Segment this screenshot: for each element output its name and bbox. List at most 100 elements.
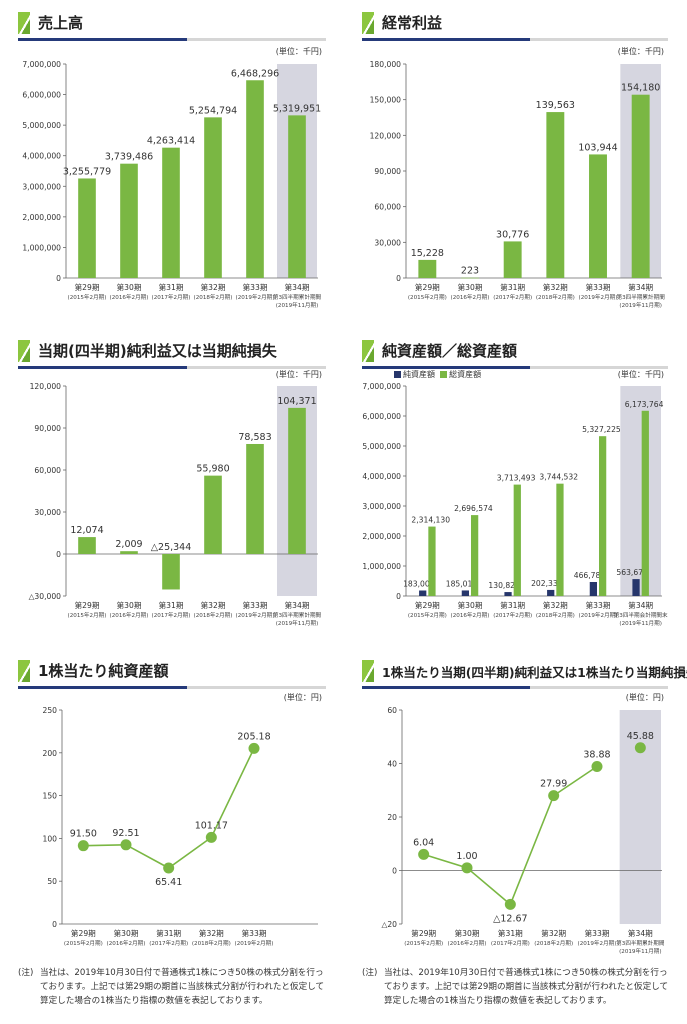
y-tick-label: 0 — [56, 274, 61, 283]
data-label-total-assets: 3,713,493 — [497, 474, 536, 483]
title-accent-icon — [18, 12, 30, 34]
x-tick-sublabel: (2017年2月期) — [149, 939, 188, 947]
bar — [246, 80, 264, 279]
data-label-total-assets: 3,744,532 — [539, 473, 578, 482]
series-line — [423, 765, 598, 906]
y-tick-label: 2,000,000 — [362, 532, 401, 541]
x-tick-label: 第30期 — [114, 928, 139, 938]
bar-net-assets — [547, 589, 555, 596]
y-tick-label: 60 — [387, 706, 397, 715]
panel-bps: 1株当たり純資産額 (単位：円) 0 50 100 150 200 250 第29期 (201… — [18, 656, 326, 956]
legend-swatch-net-assets — [394, 371, 401, 378]
y-tick-label: 3,000,000 — [362, 502, 401, 511]
bar — [288, 407, 306, 554]
y-tick-label: 6,000,000 — [22, 91, 61, 100]
x-tick-sublabel: (2019年11月期) — [619, 301, 662, 309]
y-tick-label: △20 — [381, 920, 397, 929]
panel-net-income: 当期(四半期)純利益又は当期純損失 (単位：千円) △30,000 0 30,000… — [18, 336, 326, 636]
x-tick-label: 第30期 — [117, 282, 142, 292]
y-tick-label: 40 — [387, 760, 397, 769]
eps-chart: △20 0 20 40 60 第29期(2015年2月期) 第30期(2016年2月期) 第3… — [381, 706, 664, 955]
x-tick-sublabel: (2016年2月期) — [448, 939, 487, 947]
data-label-net-assets: 466,788 — [574, 571, 606, 580]
y-tick-label: 0 — [396, 592, 401, 601]
x-tick-label: 第31期 — [498, 928, 523, 938]
x-tick-sublabel: (2015年2月期) — [408, 611, 447, 619]
x-tick-sublabel: (2015年2月期) — [408, 293, 447, 301]
ordinary-income-chart: 0 30,000 60,000 90,000 120,000 150,000 180,000… — [370, 60, 666, 309]
x-tick-label: 第33期 — [586, 600, 611, 610]
bar — [204, 475, 222, 554]
y-tick-label: 5,000,000 — [22, 121, 61, 130]
x-tick-sublabel: (2018年2月期) — [192, 939, 231, 947]
legend-label-net-assets: 純資産額 — [403, 370, 435, 379]
x-tick-label: 第31期 — [159, 282, 184, 292]
x-tick-label: 第29期 — [415, 282, 440, 292]
x-tick-sublabel: (2017年2月期) — [493, 611, 532, 619]
bar — [418, 259, 437, 278]
x-tick-sublabel: (2019年2月期) — [578, 939, 617, 947]
x-tick-sublabel: (2019年11月期) — [619, 947, 662, 955]
panel-ordinary-income: 経常利益 (単位：千円) 0 30,000 60,000 90,000 120,000 1… — [362, 8, 668, 318]
data-label: 12,074 — [70, 525, 103, 536]
x-tick-sublabel: (2018年2月期) — [534, 939, 573, 947]
title-bar: 当期(四半期)純利益又は当期純損失 — [18, 336, 326, 369]
data-label: 139,563 — [536, 100, 575, 111]
y-tick-label: 30,000 — [374, 238, 401, 247]
data-point — [205, 831, 217, 843]
chart-title: 売上高 — [38, 14, 84, 32]
bar — [288, 115, 306, 278]
x-tick-label: 第32期 — [201, 600, 226, 610]
x-tick-label: 第30期 — [117, 600, 142, 610]
data-point — [248, 742, 260, 754]
bar — [503, 241, 522, 278]
y-tick-label: △30,000 — [29, 592, 62, 601]
x-tick-label: 第29期 — [411, 928, 436, 938]
note-eps: (注) 当社は、2019年10月30日付で普通株式1株につき50株の株式分割を行… — [362, 966, 670, 1020]
unit-label: (単位：千円) — [617, 370, 664, 379]
unit-label: (単位：千円) — [617, 47, 664, 56]
note-text: 当社は、2019年10月30日付で普通株式1株につき50株の株式分割を行っており… — [384, 968, 669, 1006]
bps-chart: 0 50 100 150 200 250 第29期(2015年2月期) 第30期(2016年2… — [43, 706, 318, 947]
note-text: 当社は、2019年10月30日付で普通株式1株につき50株の株式分割を行っており… — [40, 968, 325, 1006]
x-tick-label: 第34期 — [285, 600, 310, 610]
bar-total-assets — [556, 483, 564, 596]
x-tick-label: 第34期 — [628, 282, 653, 292]
x-tick-sublabel: (2019年2月期) — [236, 293, 275, 301]
bar-net-assets — [632, 579, 640, 596]
title-bar: 売上高 — [18, 8, 326, 41]
title-accent-icon — [18, 340, 30, 362]
data-label: 92.51 — [112, 828, 139, 839]
unit-label: (単位：千円) — [275, 370, 322, 379]
y-tick-label: 5,000,000 — [362, 442, 401, 451]
x-tick-sublabel: (2018年2月期) — [536, 293, 575, 301]
data-label-net-assets: 185,012 — [446, 579, 478, 588]
y-tick-label: 100 — [43, 834, 58, 843]
x-tick-label: 第32期 — [543, 600, 568, 610]
x-tick-sublabel: (2016年2月期) — [110, 293, 149, 301]
x-tick-sublabel: 第3四半期累計期間 — [273, 611, 322, 619]
data-label: 30,776 — [496, 229, 529, 240]
bar — [631, 94, 650, 278]
x-tick-sublabel: (2017年2月期) — [491, 939, 530, 947]
x-tick-label: 第31期 — [156, 928, 181, 938]
data-label: △12.67 — [493, 913, 528, 924]
x-tick-sublabel: (2019年2月期) — [236, 611, 275, 619]
x-tick-label: 第32期 — [201, 282, 226, 292]
x-tick-label: 第32期 — [199, 928, 224, 938]
x-tick-label: 第31期 — [159, 600, 184, 610]
panel-assets: 純資産額／総資産額 純資産額 総資産額 (単位：千円) 0 1,000,000 2,… — [362, 336, 668, 636]
data-label: 5,319,951 — [273, 103, 321, 114]
x-tick-sublabel: (2018年2月期) — [194, 611, 233, 619]
chart-title: 経常利益 — [382, 14, 443, 32]
bar-net-assets — [504, 592, 512, 596]
chart-title: 当期(四半期)純利益又は当期純損失 — [38, 342, 277, 360]
data-label: 101.17 — [195, 820, 228, 831]
bar-net-assets — [461, 590, 469, 596]
x-tick-label: 第29期 — [75, 282, 100, 292]
x-tick-sublabel: (2016年2月期) — [110, 611, 149, 619]
highlight-band — [620, 386, 661, 596]
data-label: 2,009 — [115, 539, 142, 550]
data-point — [163, 862, 175, 874]
legend-label-total-assets: 総資産額 — [449, 370, 482, 379]
